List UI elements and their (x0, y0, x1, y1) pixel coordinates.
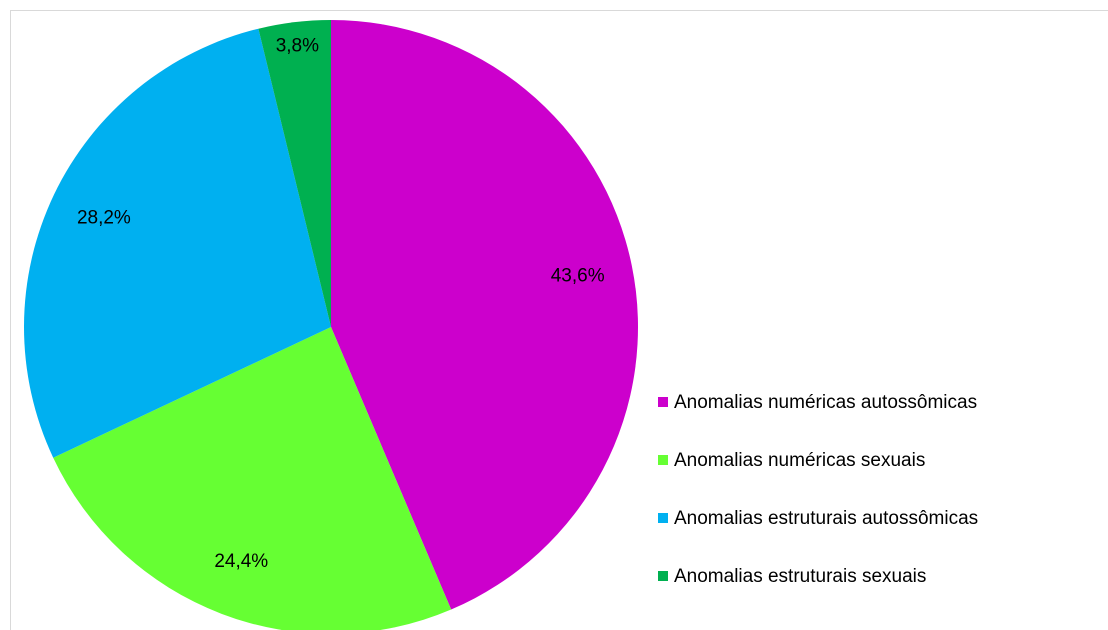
data-label: 3,8% (276, 36, 319, 57)
pie-slice (53, 327, 452, 630)
data-label: 28,2% (77, 207, 131, 228)
pie-slice (258, 20, 331, 327)
data-label: 24,4% (214, 551, 268, 572)
legend-label: Anomalias numéricas autossômicas (674, 392, 978, 413)
legend: Anomalias numéricas autossômicas Anomalia… (658, 392, 1098, 624)
legend-item: Anomalias estruturais autossômicas (658, 508, 1098, 566)
data-label: 43,6% (551, 266, 605, 287)
legend-swatch (658, 397, 668, 407)
legend-label: Anomalias estruturais sexuais (674, 566, 927, 587)
legend-swatch (658, 571, 668, 581)
legend-label: Anomalias numéricas sexuais (674, 450, 926, 471)
pie-slice (331, 20, 638, 610)
chart-frame (10, 10, 1108, 630)
legend-item: Anomalias numéricas sexuais (658, 450, 1098, 508)
legend-swatch (658, 513, 668, 523)
legend-swatch (658, 455, 668, 465)
legend-item: Anomalias estruturais sexuais (658, 566, 1098, 624)
pie-slice (24, 28, 332, 458)
legend-item: Anomalias numéricas autossômicas (658, 392, 1098, 450)
legend-label: Anomalias estruturais autossômicas (674, 508, 979, 529)
